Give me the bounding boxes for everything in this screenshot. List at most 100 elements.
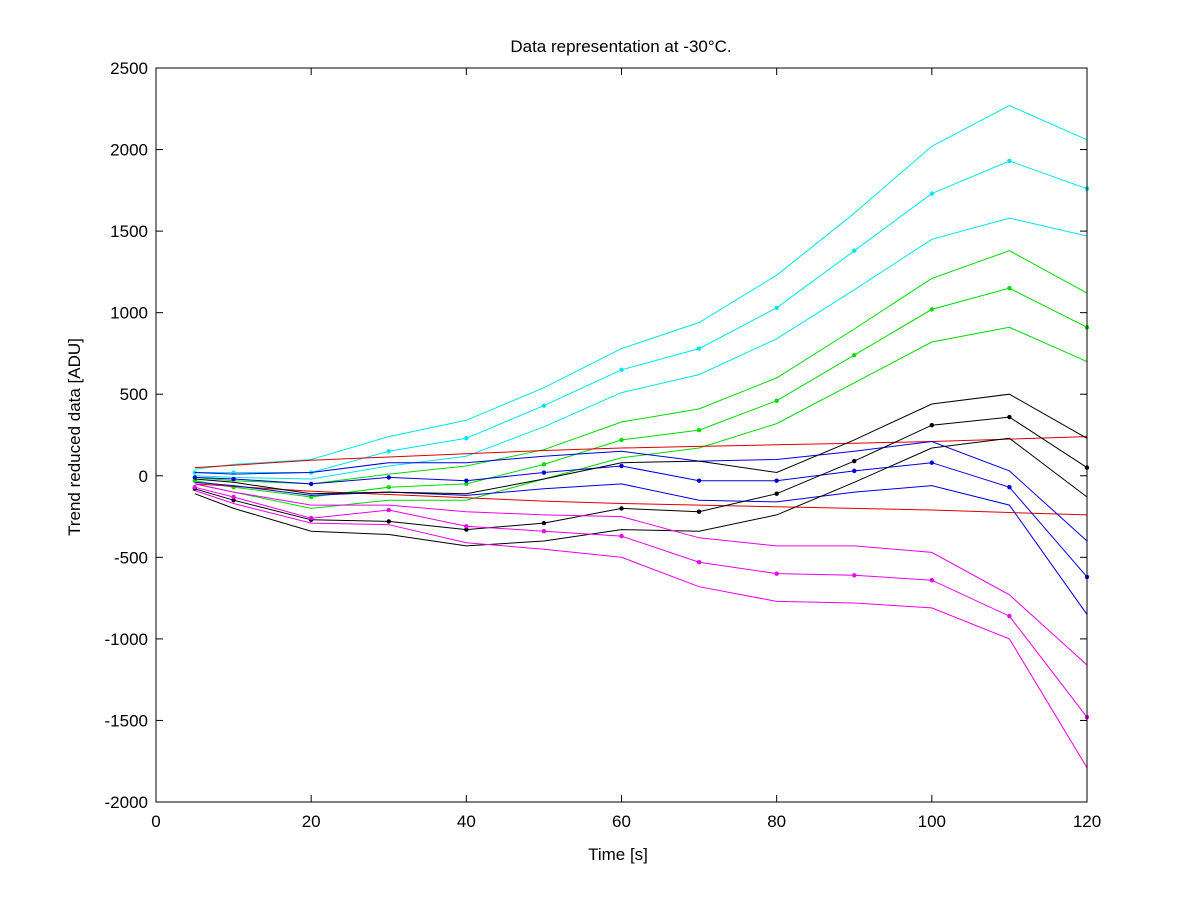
series-line <box>194 104 1088 470</box>
y-tick-label: 1000 <box>110 304 148 323</box>
data-point <box>696 478 702 483</box>
data-point <box>541 529 547 534</box>
x-tick-label: 100 <box>918 812 946 831</box>
series-1 <box>194 104 1088 470</box>
x-tick-label: 80 <box>767 812 786 831</box>
series-14 <box>194 437 1088 547</box>
data-point <box>774 478 779 483</box>
data-point <box>929 307 935 312</box>
data-point <box>852 352 857 358</box>
data-point <box>541 470 547 475</box>
data-point <box>929 577 935 583</box>
data-point <box>231 498 236 503</box>
series-line <box>194 326 1088 509</box>
data-point <box>619 533 624 539</box>
data-point <box>464 524 469 529</box>
data-point <box>308 515 314 521</box>
data-point <box>929 423 935 428</box>
data-point <box>1007 613 1012 619</box>
data-point <box>929 191 935 196</box>
y-tick-label: -2000 <box>105 793 148 812</box>
data-point <box>192 475 197 480</box>
data-point <box>386 449 391 454</box>
series-16 <box>192 484 1090 720</box>
data-point <box>696 427 702 433</box>
data-point <box>464 478 469 483</box>
x-tick-label: 120 <box>1073 812 1101 831</box>
data-point <box>929 460 935 465</box>
data-point <box>308 494 314 500</box>
data-point <box>852 248 857 253</box>
data-point <box>231 494 236 500</box>
x-tick-label: 40 <box>457 812 476 831</box>
series-line <box>194 483 1088 666</box>
y-tick-label: -500 <box>114 548 148 567</box>
data-point <box>619 367 624 372</box>
data-point <box>619 506 624 511</box>
data-point <box>541 462 547 467</box>
data-point <box>386 507 391 513</box>
series-15 <box>194 483 1088 666</box>
data-point <box>464 527 469 532</box>
data-point <box>1007 484 1012 490</box>
data-point <box>774 398 779 403</box>
x-axis-label: Time [s] <box>588 845 648 864</box>
series-6 <box>194 326 1088 509</box>
data-point <box>386 484 391 490</box>
x-tick-label: 0 <box>151 812 160 831</box>
series-line <box>194 217 1088 480</box>
series-8 <box>194 483 1088 516</box>
series-line <box>194 437 1088 547</box>
data-point <box>619 437 624 443</box>
y-tick-label: -1500 <box>105 711 148 730</box>
series-3 <box>194 217 1088 480</box>
series-line <box>194 481 1088 615</box>
data-point <box>774 571 779 576</box>
series-layer <box>192 104 1090 768</box>
y-tick-label: 0 <box>139 467 148 486</box>
data-point <box>192 484 197 490</box>
data-point <box>1007 414 1012 420</box>
data-point <box>696 509 702 514</box>
data-point <box>192 470 197 475</box>
y-tick-label: 1500 <box>110 222 148 241</box>
y-tick-label: -1000 <box>105 630 148 649</box>
x-tick-label: 60 <box>612 812 631 831</box>
y-tick-label: 2000 <box>110 141 148 160</box>
data-point <box>464 436 469 441</box>
x-tick-label: 20 <box>302 812 321 831</box>
data-point <box>852 573 857 578</box>
series-9 <box>194 440 1088 542</box>
data-point <box>1007 286 1012 291</box>
data-point <box>386 475 391 480</box>
data-point <box>541 520 547 526</box>
y-tick-label: 500 <box>120 385 148 404</box>
data-point <box>852 468 857 474</box>
plot-area-frame <box>155 67 1088 803</box>
series-line <box>194 490 1088 768</box>
series-line <box>194 393 1088 495</box>
data-point <box>619 463 624 469</box>
series-line <box>194 483 1088 516</box>
chart-title: Data representation at -30°C. <box>510 37 731 56</box>
y-tick-label: 2500 <box>110 59 148 78</box>
series-11 <box>194 481 1088 615</box>
series-12 <box>194 393 1088 495</box>
series-17 <box>194 490 1088 768</box>
data-point <box>464 481 469 487</box>
data-point <box>774 491 779 496</box>
data-point <box>852 458 857 464</box>
series-10 <box>192 460 1090 580</box>
data-point <box>696 346 702 351</box>
data-point <box>231 476 236 482</box>
series-line <box>194 440 1088 542</box>
data-point <box>541 403 547 408</box>
data-point <box>308 481 314 487</box>
tick-layer: 0 20 40 60 80 100 120 -2000 -1500 -1000 -500 0 500 10… <box>105 59 1102 831</box>
data-point <box>774 305 779 310</box>
data-point <box>1007 158 1012 164</box>
y-axis-label: Trend reduced data [ADU] <box>65 338 84 536</box>
